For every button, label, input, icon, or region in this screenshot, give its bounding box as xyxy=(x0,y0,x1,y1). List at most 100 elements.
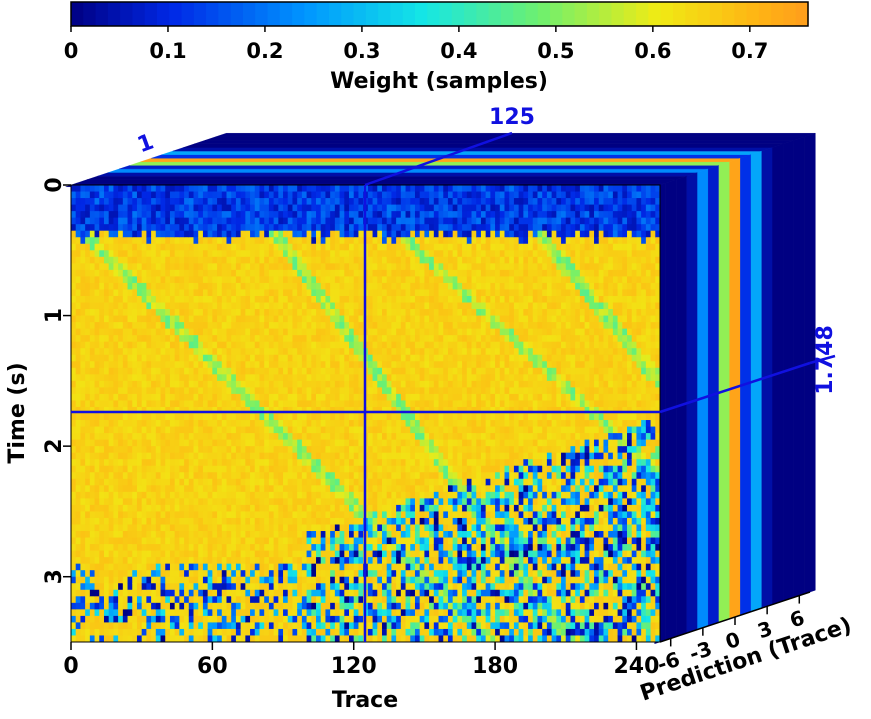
heatmap-cell xyxy=(80,387,86,395)
heatmap-cell xyxy=(396,426,402,434)
heatmap-cell xyxy=(108,491,115,499)
heatmap-cell xyxy=(353,295,360,304)
heatmap-cell xyxy=(250,185,256,193)
heatmap-cell xyxy=(311,282,317,291)
heatmap-cell xyxy=(287,328,294,336)
heatmap-cell xyxy=(386,465,393,473)
heatmap-cell xyxy=(254,609,261,617)
heatmap-cell xyxy=(136,465,143,473)
heatmap-cell xyxy=(297,400,303,408)
heatmap-cell xyxy=(165,537,171,545)
heatmap-cell xyxy=(188,185,195,193)
heatmap-cell xyxy=(245,198,251,206)
heatmap-cell xyxy=(207,243,213,251)
heatmap-cell xyxy=(240,628,246,637)
heatmap-cell xyxy=(221,615,228,624)
heatmap-cell xyxy=(372,583,378,591)
heatmap-cell xyxy=(127,387,133,395)
heatmap-cell xyxy=(118,380,124,388)
heatmap-cell xyxy=(202,504,209,513)
heatmap-cell xyxy=(217,230,223,238)
heatmap-cell xyxy=(339,198,345,206)
heatmap-cell xyxy=(136,491,143,499)
heatmap-cell xyxy=(103,387,110,395)
heatmap-cell xyxy=(136,361,143,369)
heatmap-cell xyxy=(94,524,100,532)
heatmap-cell xyxy=(254,380,261,388)
heatmap-cell xyxy=(235,380,242,388)
heatmap-cell xyxy=(226,276,232,284)
heatmap-cell xyxy=(202,465,209,473)
heatmap-cell xyxy=(320,576,327,584)
heatmap-cell xyxy=(217,185,223,193)
heatmap-cell xyxy=(155,328,162,336)
heatmap-cell xyxy=(292,544,298,552)
heatmap-cell xyxy=(155,517,162,526)
heatmap-cell xyxy=(358,459,364,467)
heatmap-cell xyxy=(320,589,327,597)
heatmap-cell xyxy=(278,609,284,617)
heatmap-cell xyxy=(80,361,86,369)
heatmap-cell xyxy=(264,204,270,212)
heatmap-cell xyxy=(381,237,388,245)
heatmap-cell xyxy=(292,557,298,565)
heatmap-cell xyxy=(217,491,223,499)
heatmap-cell xyxy=(349,335,355,343)
heatmap-cell xyxy=(283,315,289,323)
heatmap-cell xyxy=(278,289,284,297)
heatmap-cell xyxy=(80,237,86,245)
heatmap-cell xyxy=(330,550,336,558)
heatmap-cell xyxy=(367,289,374,297)
heatmap-cell xyxy=(113,622,119,630)
heatmap-cell xyxy=(146,393,152,402)
heatmap-cell xyxy=(250,615,256,624)
heatmap-cell xyxy=(99,224,105,232)
colorbar-cell xyxy=(120,2,134,26)
heatmap-cell xyxy=(122,361,129,369)
heatmap-cell xyxy=(146,544,152,552)
heatmap-cell xyxy=(386,289,393,297)
heatmap-cell xyxy=(391,367,397,375)
heatmap-cell xyxy=(75,361,82,369)
heatmap-cell xyxy=(212,563,218,571)
heatmap-cell xyxy=(268,420,275,428)
heatmap-cell xyxy=(377,570,383,578)
heatmap-cell xyxy=(127,452,133,460)
heatmap-cell xyxy=(118,289,124,297)
heatmap-cell xyxy=(188,531,195,539)
heatmap-cell xyxy=(179,322,185,330)
heatmap-cell xyxy=(118,602,124,610)
heatmap-cell xyxy=(103,465,110,473)
heatmap-cell xyxy=(287,354,294,362)
heatmap-cell xyxy=(85,230,91,238)
heatmap-cell xyxy=(334,596,341,604)
heatmap-cell xyxy=(226,537,232,545)
heatmap-cell xyxy=(198,341,204,349)
heatmap-cell xyxy=(89,250,96,258)
heatmap-cell xyxy=(207,602,213,610)
heatmap-cell xyxy=(372,204,378,212)
heatmap-cell xyxy=(358,511,364,519)
heatmap-cell xyxy=(268,354,275,362)
heatmap-cell xyxy=(212,276,218,284)
heatmap-cell xyxy=(391,439,397,447)
heatmap-cell xyxy=(325,204,331,212)
heatmap-cell xyxy=(212,393,218,402)
heatmap-cell xyxy=(113,531,119,539)
heatmap-cell xyxy=(127,426,133,434)
heatmap-cell xyxy=(334,635,341,642)
heatmap-cell xyxy=(122,237,129,245)
colorbar-cell xyxy=(636,2,649,26)
heatmap-cell xyxy=(198,335,204,343)
heatmap-cell xyxy=(381,217,388,225)
heatmap-cell xyxy=(240,348,246,356)
heatmap-cell xyxy=(259,498,265,506)
heatmap-cell xyxy=(391,615,397,624)
heatmap-cell xyxy=(103,491,110,499)
heatmap-cell xyxy=(301,406,308,415)
heatmap-cell xyxy=(235,302,242,310)
heatmap-cell xyxy=(169,524,176,532)
heatmap-cell xyxy=(283,302,289,310)
heatmap-cell xyxy=(193,524,199,532)
heatmap-cell xyxy=(160,465,166,473)
